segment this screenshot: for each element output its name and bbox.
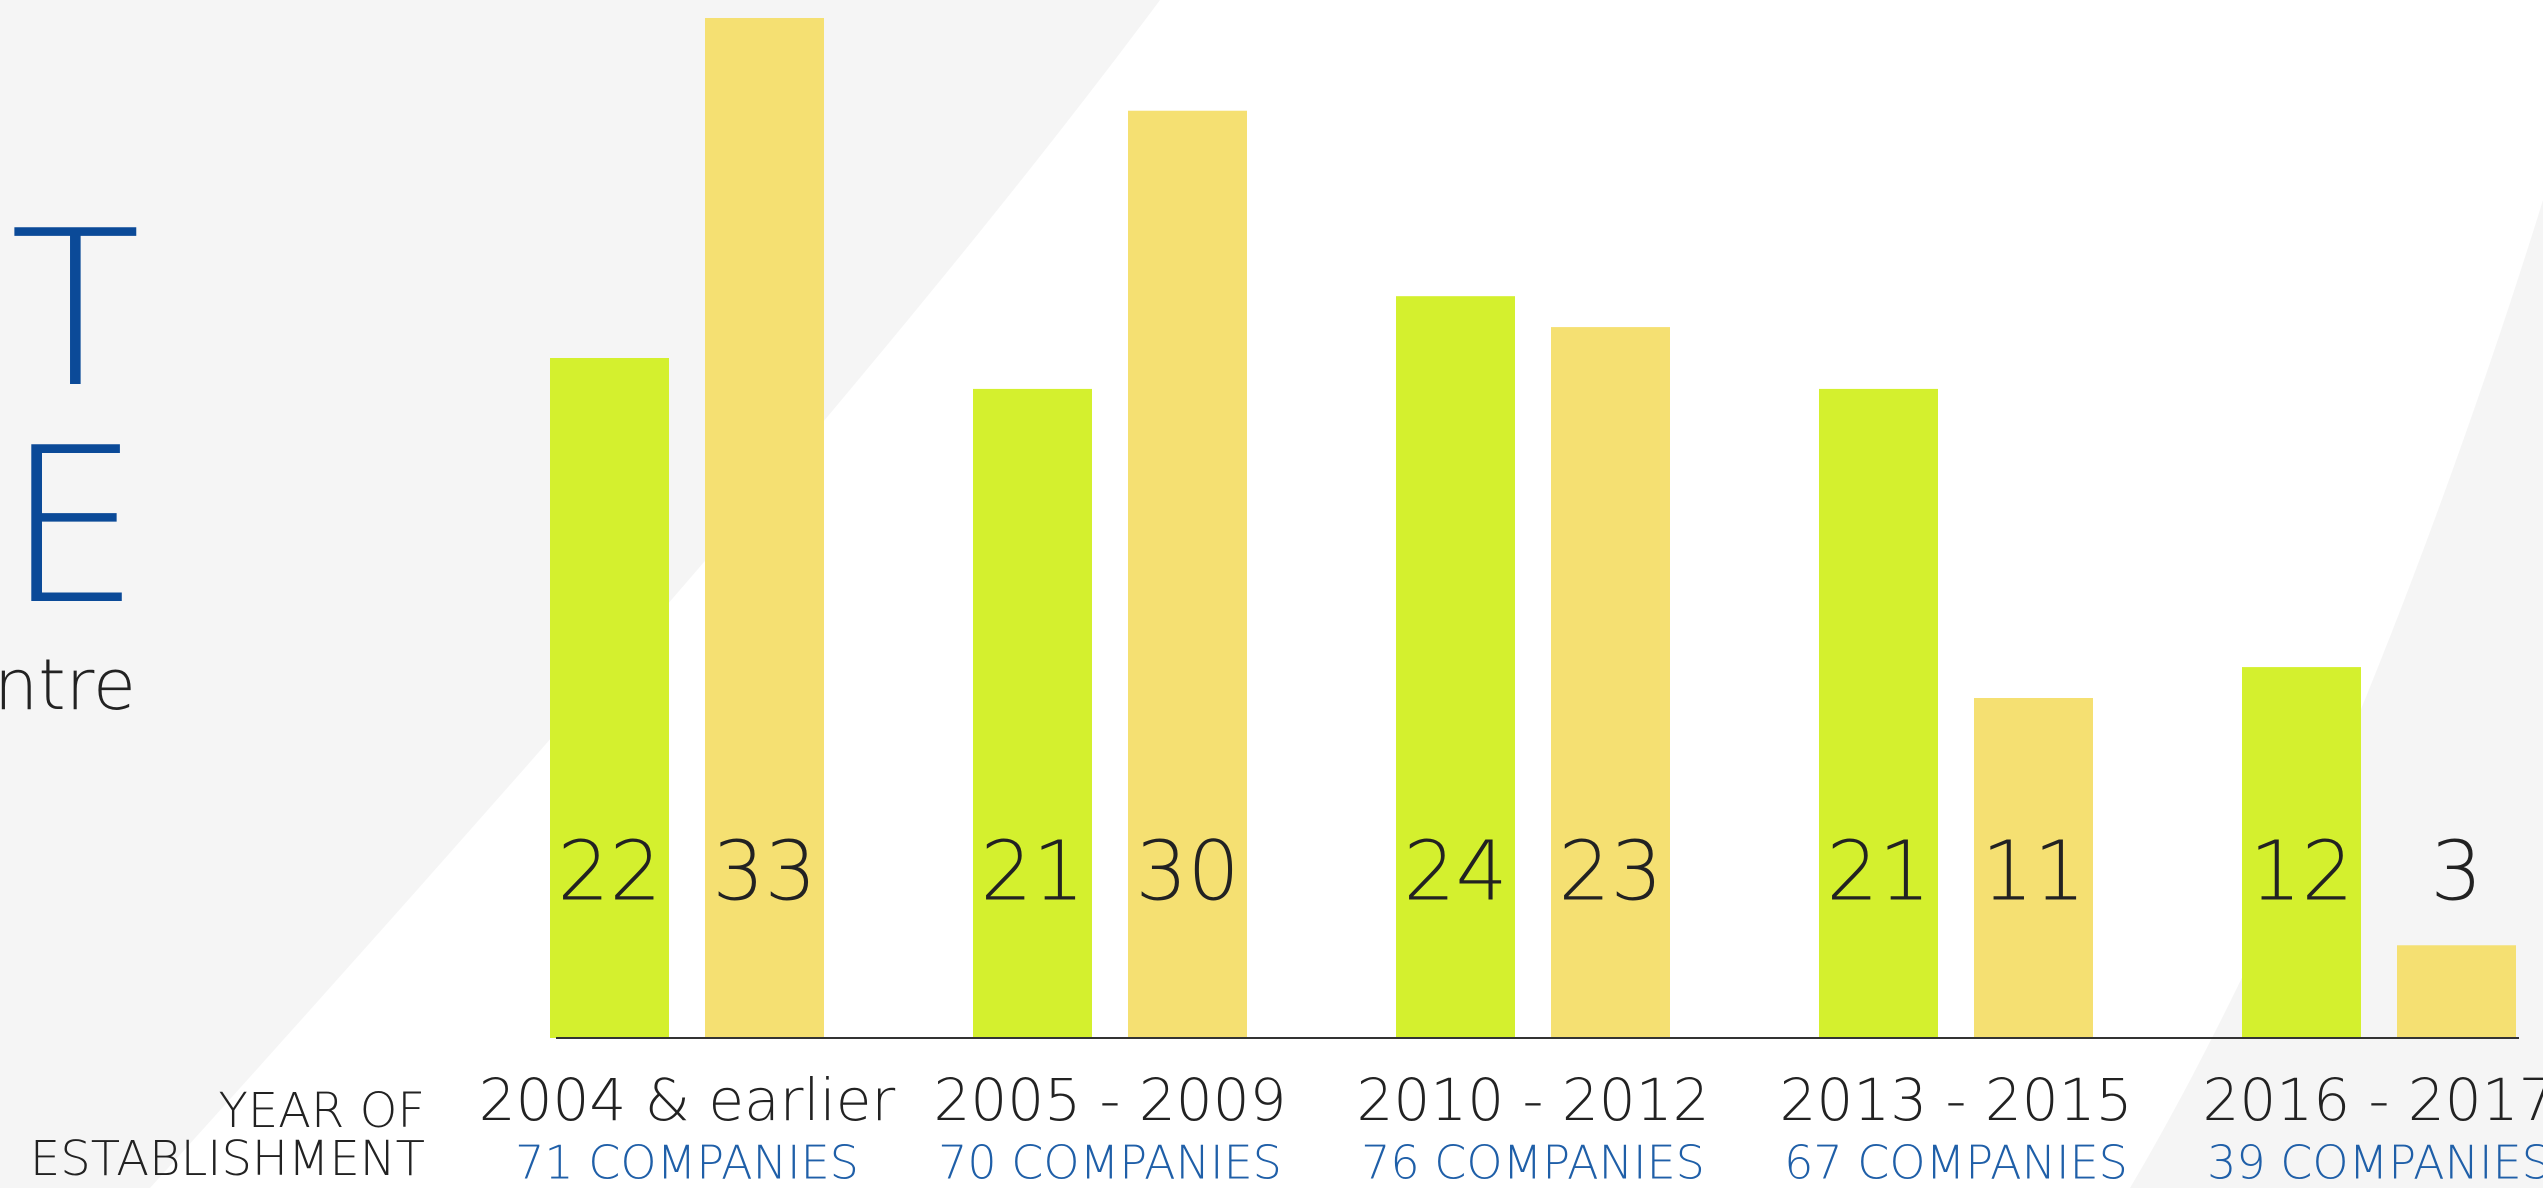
bar xyxy=(705,18,824,1038)
bar xyxy=(550,358,669,1038)
category-note: 71 COMPANIES xyxy=(515,1136,859,1188)
bar xyxy=(2397,945,2516,1038)
bar xyxy=(1128,110,1247,1038)
value-label: 33 xyxy=(712,825,816,920)
title-fragment: RE xyxy=(0,401,141,652)
value-label: 30 xyxy=(1135,825,1239,920)
title-fragment: NT xyxy=(0,184,141,435)
category-note: 39 COMPANIES xyxy=(2207,1136,2543,1188)
category-note: 70 COMPANIES xyxy=(938,1136,1282,1188)
bar xyxy=(1974,698,2093,1038)
value-label: 24 xyxy=(1403,825,1507,920)
x-tick-label: 2016 - 2017 xyxy=(2202,1066,2543,1134)
x-tick-label: 2004 & earlier xyxy=(479,1066,896,1134)
bars xyxy=(550,18,2516,1039)
value-label: 12 xyxy=(2249,825,2353,920)
x-axis-label: ESTABLISHMENT xyxy=(30,1131,425,1187)
bar xyxy=(1396,296,1515,1038)
x-tick-label: 2013 - 2015 xyxy=(1779,1066,2132,1134)
bar xyxy=(973,388,1092,1039)
value-label: 22 xyxy=(557,825,661,920)
value-label: 23 xyxy=(1558,825,1662,920)
bar xyxy=(1551,327,1670,1038)
value-label: 3 xyxy=(2430,825,2482,920)
value-label: 21 xyxy=(1826,825,1930,920)
bar xyxy=(2242,667,2361,1038)
subtitle-fragment: ntre xyxy=(0,644,136,726)
x-tick-label: 2010 - 2012 xyxy=(1356,1066,1709,1134)
bar xyxy=(1819,388,1938,1039)
value-label: 11 xyxy=(1981,825,2085,920)
value-label: 21 xyxy=(980,825,1084,920)
x-axis-label: YEAR OF xyxy=(219,1083,425,1139)
x-tick-label: 2005 - 2009 xyxy=(933,1066,1286,1134)
category-note: 67 COMPANIES xyxy=(1784,1136,2128,1188)
category-note: 76 COMPANIES xyxy=(1361,1136,1705,1188)
